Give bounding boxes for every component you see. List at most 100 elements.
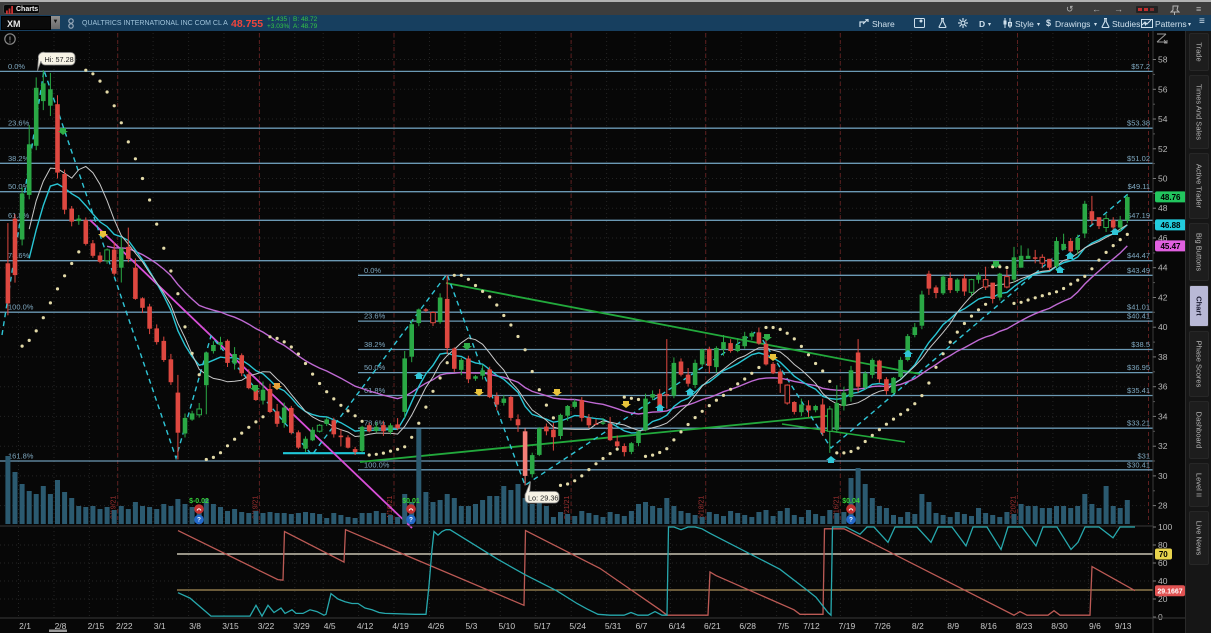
svg-text:7/19: 7/19 (839, 621, 856, 631)
svg-text:45.47: 45.47 (1160, 242, 1181, 251)
svg-text:54: 54 (1158, 114, 1168, 124)
svg-text:9/13: 9/13 (1115, 621, 1132, 631)
svg-text:7/12: 7/12 (803, 621, 820, 631)
svg-text:3/15: 3/15 (222, 621, 239, 631)
svg-text:5/10: 5/10 (499, 621, 516, 631)
svg-text:78.6%: 78.6% (364, 419, 386, 428)
svg-text:8/23: 8/23 (1016, 621, 1033, 631)
svg-text:100: 100 (1158, 522, 1172, 532)
svg-text:$41.01: $41.01 (1127, 303, 1150, 312)
svg-text:78.6%: 78.6% (8, 251, 30, 260)
svg-text:50: 50 (1158, 174, 1168, 184)
svg-text:$-0.02: $-0.02 (189, 498, 209, 505)
svg-text:?: ? (849, 517, 853, 524)
svg-text:8/9: 8/9 (947, 621, 959, 631)
svg-text:6/7: 6/7 (636, 621, 648, 631)
svg-text:58: 58 (1158, 55, 1168, 65)
svg-text:6/14: 6/14 (669, 621, 686, 631)
svg-text:36: 36 (1158, 382, 1168, 392)
svg-text:38: 38 (1158, 352, 1168, 362)
svg-text:2/8: 2/8 (55, 621, 67, 631)
svg-text:$47.19: $47.19 (1127, 211, 1150, 220)
svg-text:8/2: 8/2 (912, 621, 924, 631)
svg-text:48.76: 48.76 (1160, 193, 1181, 202)
svg-text:28: 28 (1158, 501, 1168, 511)
svg-text:4/5: 4/5 (324, 621, 336, 631)
svg-text:Hi: 57.28: Hi: 57.28 (45, 55, 74, 64)
svg-text:0.0%: 0.0% (8, 62, 25, 71)
svg-text:$43.49: $43.49 (1127, 266, 1150, 275)
svg-text:7/5: 7/5 (777, 621, 789, 631)
svg-text:5/3: 5/3 (465, 621, 477, 631)
svg-text:$49.11: $49.11 (1128, 182, 1150, 191)
svg-text:46: 46 (1158, 233, 1168, 243)
svg-text:6/18/21: 6/18/21 (699, 496, 706, 519)
svg-text:52: 52 (1158, 144, 1168, 154)
svg-text:3/1: 3/1 (154, 621, 166, 631)
svg-text:29.1667: 29.1667 (1157, 589, 1182, 596)
svg-text:7/26: 7/26 (874, 621, 891, 631)
svg-text:34: 34 (1158, 411, 1168, 421)
svg-text:$53.38: $53.38 (1127, 119, 1150, 128)
svg-text:2/15: 2/15 (88, 621, 105, 631)
svg-text:$40.41: $40.41 (1127, 312, 1150, 321)
svg-text:38.2%: 38.2% (8, 154, 30, 163)
svg-text:$36.95: $36.95 (1127, 363, 1150, 372)
svg-text:8/20/21: 8/20/21 (1011, 496, 1018, 519)
svg-text:3/22: 3/22 (258, 621, 275, 631)
svg-text:Lo: 29.36: Lo: 29.36 (528, 493, 558, 502)
svg-text:40: 40 (1158, 576, 1168, 586)
svg-text:$35.41: $35.41 (1127, 386, 1150, 395)
svg-text:$38.5: $38.5 (1131, 340, 1150, 349)
svg-text:23.6%: 23.6% (8, 119, 30, 128)
svg-text:$51.02: $51.02 (1127, 154, 1150, 163)
svg-text:?: ? (409, 517, 413, 524)
svg-text:80: 80 (1158, 540, 1168, 550)
svg-text:56: 56 (1158, 84, 1168, 94)
svg-text:70: 70 (1159, 550, 1168, 559)
svg-text:5/24: 5/24 (569, 621, 586, 631)
svg-text:2/1: 2/1 (19, 621, 31, 631)
svg-text:5/31: 5/31 (605, 621, 622, 631)
svg-text:48: 48 (1158, 203, 1168, 213)
svg-text:$0.01: $0.01 (402, 498, 420, 505)
svg-text:46.88: 46.88 (1160, 221, 1181, 230)
svg-text:6/21: 6/21 (704, 621, 721, 631)
svg-text:61.8%: 61.8% (8, 211, 30, 220)
svg-text:40: 40 (1158, 322, 1168, 332)
svg-text:38.2%: 38.2% (364, 340, 386, 349)
svg-text:$33.21: $33.21 (1127, 419, 1150, 428)
svg-text:4/26: 4/26 (428, 621, 445, 631)
svg-text:4/12: 4/12 (357, 621, 374, 631)
svg-text:23.6%: 23.6% (364, 312, 386, 321)
svg-text:2/22: 2/22 (116, 621, 133, 631)
svg-text:42: 42 (1158, 293, 1168, 303)
svg-text:9/6: 9/6 (1089, 621, 1101, 631)
svg-text:100.0%: 100.0% (8, 303, 34, 312)
svg-text:$30.41: $30.41 (1127, 460, 1150, 469)
svg-text:3/19/21: 3/19/21 (252, 496, 259, 519)
svg-text:50.0%: 50.0% (8, 182, 30, 191)
svg-text:!: ! (9, 35, 12, 44)
svg-text:8/16: 8/16 (980, 621, 997, 631)
svg-text:60: 60 (1158, 558, 1168, 568)
svg-text:161.8%: 161.8% (8, 452, 34, 461)
svg-text:5/17: 5/17 (534, 621, 551, 631)
svg-text:8/30: 8/30 (1051, 621, 1068, 631)
svg-text:6/28: 6/28 (739, 621, 756, 631)
svg-text:$57.2: $57.2 (1131, 62, 1150, 71)
svg-text:20: 20 (1158, 594, 1168, 604)
svg-text:32: 32 (1158, 441, 1168, 451)
svg-text:61.8%: 61.8% (364, 386, 386, 395)
svg-text:30: 30 (1158, 471, 1168, 481)
svg-text:5/21/21: 5/21/21 (564, 496, 571, 519)
svg-text:$0.04: $0.04 (842, 498, 860, 505)
svg-text:44: 44 (1158, 263, 1168, 273)
svg-text:$31: $31 (1137, 452, 1150, 461)
svg-text:?: ? (197, 517, 201, 524)
svg-text:4/19: 4/19 (392, 621, 409, 631)
svg-text:2/19/21: 2/19/21 (111, 496, 118, 519)
svg-text:3/29: 3/29 (293, 621, 310, 631)
svg-text:7/16/21: 7/16/21 (833, 496, 840, 519)
svg-text:3/8: 3/8 (189, 621, 201, 631)
